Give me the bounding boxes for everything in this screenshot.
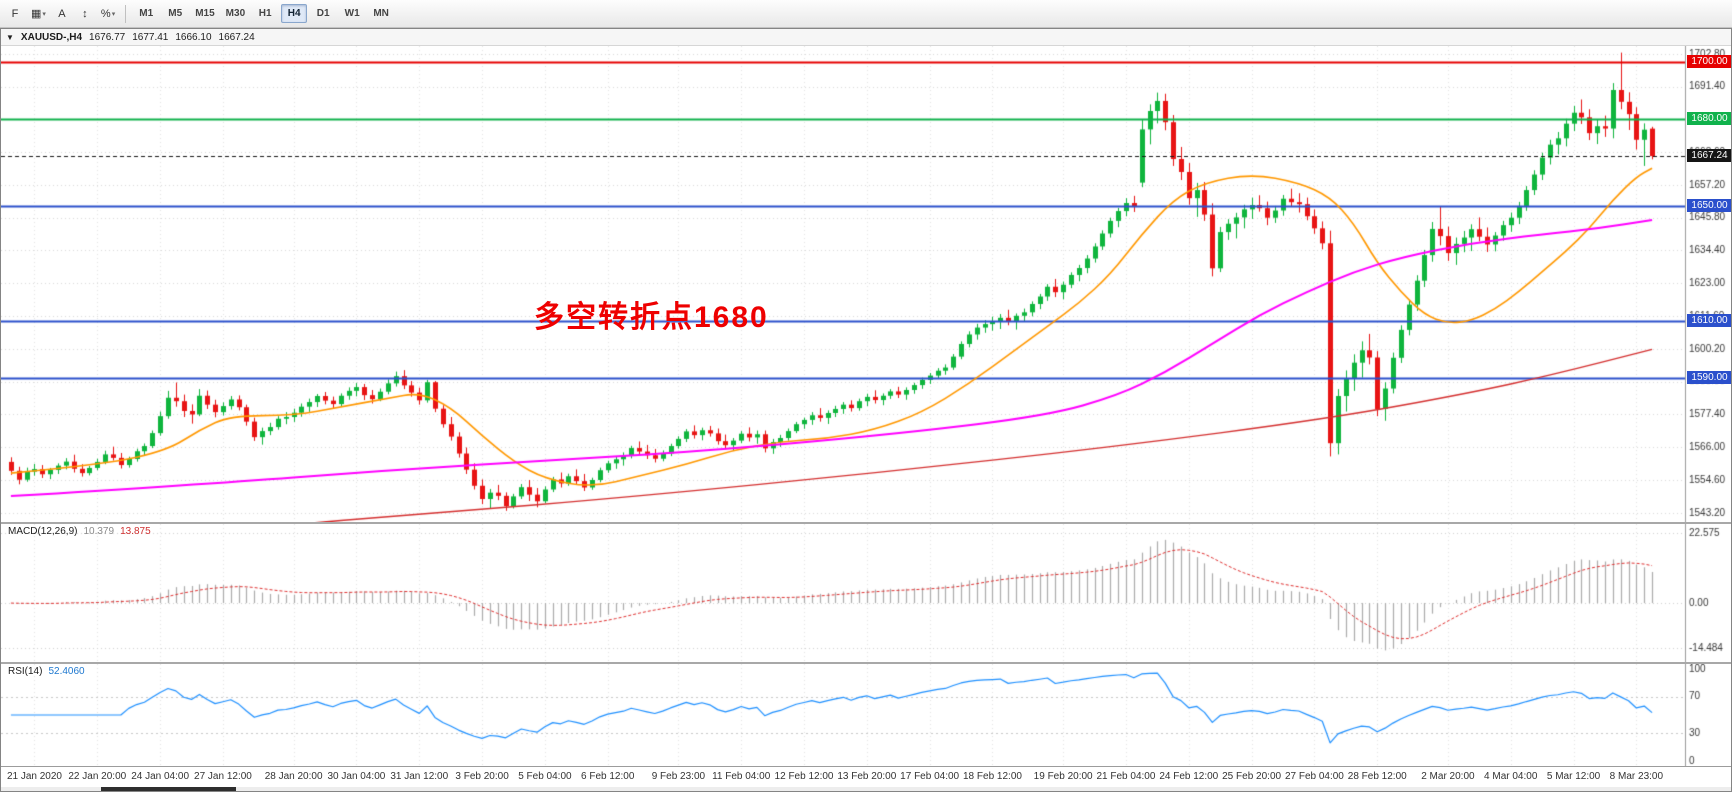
date-label: 24 Feb 12:00 xyxy=(1159,771,1219,782)
timeframe-mn-button[interactable]: MN xyxy=(368,4,394,23)
date-label: 12 Feb 12:00 xyxy=(774,771,834,782)
timeframe-h4-button[interactable]: H4 xyxy=(281,4,308,23)
text-tool-button-icon: A xyxy=(58,7,66,20)
chart-title-bar: ▼ XAUUSD-,H4 1676.77 1677.41 1666.10 166… xyxy=(1,29,1731,46)
macd-title: MACD(12,26,9) xyxy=(8,526,78,537)
price-level-label: 1610.00 xyxy=(1687,313,1731,327)
file-tab-button-icon: F xyxy=(11,7,19,20)
charts-menu-button[interactable]: ▦ ▾ xyxy=(27,4,50,24)
timeframe-w1-button[interactable]: W1 xyxy=(339,4,365,23)
date-label: 28 Feb 12:00 xyxy=(1347,771,1407,782)
ohlc-open: 1676.77 xyxy=(89,31,126,43)
macd-main-value: 10.379 xyxy=(83,526,115,537)
date-label: 2 Mar 20:00 xyxy=(1421,771,1475,782)
date-label: 31 Jan 12:00 xyxy=(390,771,449,782)
date-label: 27 Jan 12:00 xyxy=(194,771,252,782)
file-tab-button[interactable]: F xyxy=(4,4,26,24)
date-label: 4 Mar 04:00 xyxy=(1484,771,1538,782)
timeframe-m1-button[interactable]: M1 xyxy=(133,4,159,23)
annotation-text: 多空转折点1680 xyxy=(534,301,769,334)
price-level-label: 1667.24 xyxy=(1687,149,1731,163)
price-level-label: 1590.00 xyxy=(1687,371,1731,385)
rsi-canvas[interactable] xyxy=(1,664,1731,766)
timeframe-h1-button[interactable]: H1 xyxy=(252,4,278,23)
timeframe-d1-button[interactable]: D1 xyxy=(310,4,336,23)
dropdown-caret-icon: ▾ xyxy=(42,10,46,18)
macd-pane: MACD(12,26,9) 10.379 13.875 xyxy=(1,524,1731,662)
ohlc-high: 1677.41 xyxy=(132,31,169,43)
charts-menu-button-icon: ▦ xyxy=(31,8,42,20)
date-label: 17 Feb 04:00 xyxy=(900,771,960,782)
date-label: 3 Feb 20:00 xyxy=(455,771,509,782)
scrollbar-thumb[interactable] xyxy=(101,787,236,791)
chart-window: ▼ XAUUSD-,H4 1676.77 1677.41 1666.10 166… xyxy=(0,28,1732,792)
date-label: 30 Jan 04:00 xyxy=(327,771,386,782)
macd-canvas[interactable] xyxy=(1,524,1731,662)
price-level-label: 1700.00 xyxy=(1687,54,1731,68)
tools-toolbar: F ▦ ▾ A ↕% ▾ xyxy=(4,4,119,24)
date-label: 5 Mar 12:00 xyxy=(1546,771,1601,782)
timeframe-m5-button[interactable]: M5 xyxy=(162,4,188,23)
symbol-period-label: XAUUSD-,H4 xyxy=(20,31,83,43)
pane-splitter[interactable] xyxy=(1,662,1731,664)
date-label: 13 Feb 20:00 xyxy=(837,771,897,782)
one-click-trading-toggle[interactable]: ▼ xyxy=(6,32,14,42)
price-chart-pane: 多空转折点1680 1700.00 1680.00 1667.24 1650.00 16… xyxy=(1,46,1731,522)
date-label: 11 Feb 04:00 xyxy=(712,771,771,782)
rsi-pane: RSI(14) 52.4060 xyxy=(1,664,1731,766)
zoom-percent-button-icon: % xyxy=(100,7,111,20)
date-label: 22 Jan 20:00 xyxy=(68,771,127,782)
date-label: 28 Jan 20:00 xyxy=(264,771,323,782)
main-toolbar: F ▦ ▾ A ↕% ▾ M1 M5 M15 M30 H1 H4 D1 W1 MN xyxy=(0,0,1732,28)
time-axis[interactable]: 21 Jan 2020 22 Jan 20:00 24 Jan 04:00 27 Ja… xyxy=(1,766,1731,787)
dropdown-caret-icon: ▾ xyxy=(111,10,116,18)
date-label: 25 Feb 20:00 xyxy=(1222,771,1282,782)
toolbar-separator xyxy=(125,4,127,23)
rsi-value: 52.4060 xyxy=(48,666,85,677)
zoom-percent-button[interactable]: % ▾ xyxy=(97,4,119,24)
date-label: 6 Feb 12:00 xyxy=(581,771,635,782)
horizontal-scrollbar[interactable] xyxy=(1,787,1731,791)
timeframe-m30-button[interactable]: M30 xyxy=(222,4,249,23)
date-label: 21 Feb 04:00 xyxy=(1096,771,1156,782)
date-label: 27 Feb 04:00 xyxy=(1284,771,1344,782)
date-label: 5 Feb 04:00 xyxy=(518,771,572,782)
date-label: 19 Feb 20:00 xyxy=(1033,771,1093,782)
timeframe-toolbar: M1 M5 M15 M30 H1 H4 D1 W1 MN xyxy=(132,4,395,23)
price-chart-canvas[interactable] xyxy=(1,46,1731,522)
scale-tool-button[interactable]: ↕ xyxy=(74,4,96,24)
macd-signal-value: 13.875 xyxy=(120,526,151,537)
date-label: 8 Mar 23:00 xyxy=(1609,771,1664,782)
date-label: 9 Feb 23:00 xyxy=(651,771,706,782)
ohlc-close: 1667.24 xyxy=(218,31,255,43)
scale-tool-button-icon: ↕ xyxy=(82,7,88,20)
pane-splitter[interactable] xyxy=(1,522,1731,524)
date-label: 24 Jan 04:00 xyxy=(131,771,190,782)
text-tool-button[interactable]: A xyxy=(51,4,73,24)
date-label: 21 Jan 2020 xyxy=(6,771,62,782)
price-level-label: 1650.00 xyxy=(1687,198,1731,212)
ohlc-low: 1666.10 xyxy=(175,31,212,43)
rsi-header: RSI(14) 52.4060 xyxy=(8,666,85,677)
date-label: 18 Feb 12:00 xyxy=(963,771,1022,782)
price-level-label: 1680.00 xyxy=(1687,112,1731,126)
timeframe-m15-button[interactable]: M15 xyxy=(191,4,218,23)
rsi-title: RSI(14) xyxy=(8,666,43,677)
macd-header: MACD(12,26,9) 10.379 13.875 xyxy=(8,526,151,537)
